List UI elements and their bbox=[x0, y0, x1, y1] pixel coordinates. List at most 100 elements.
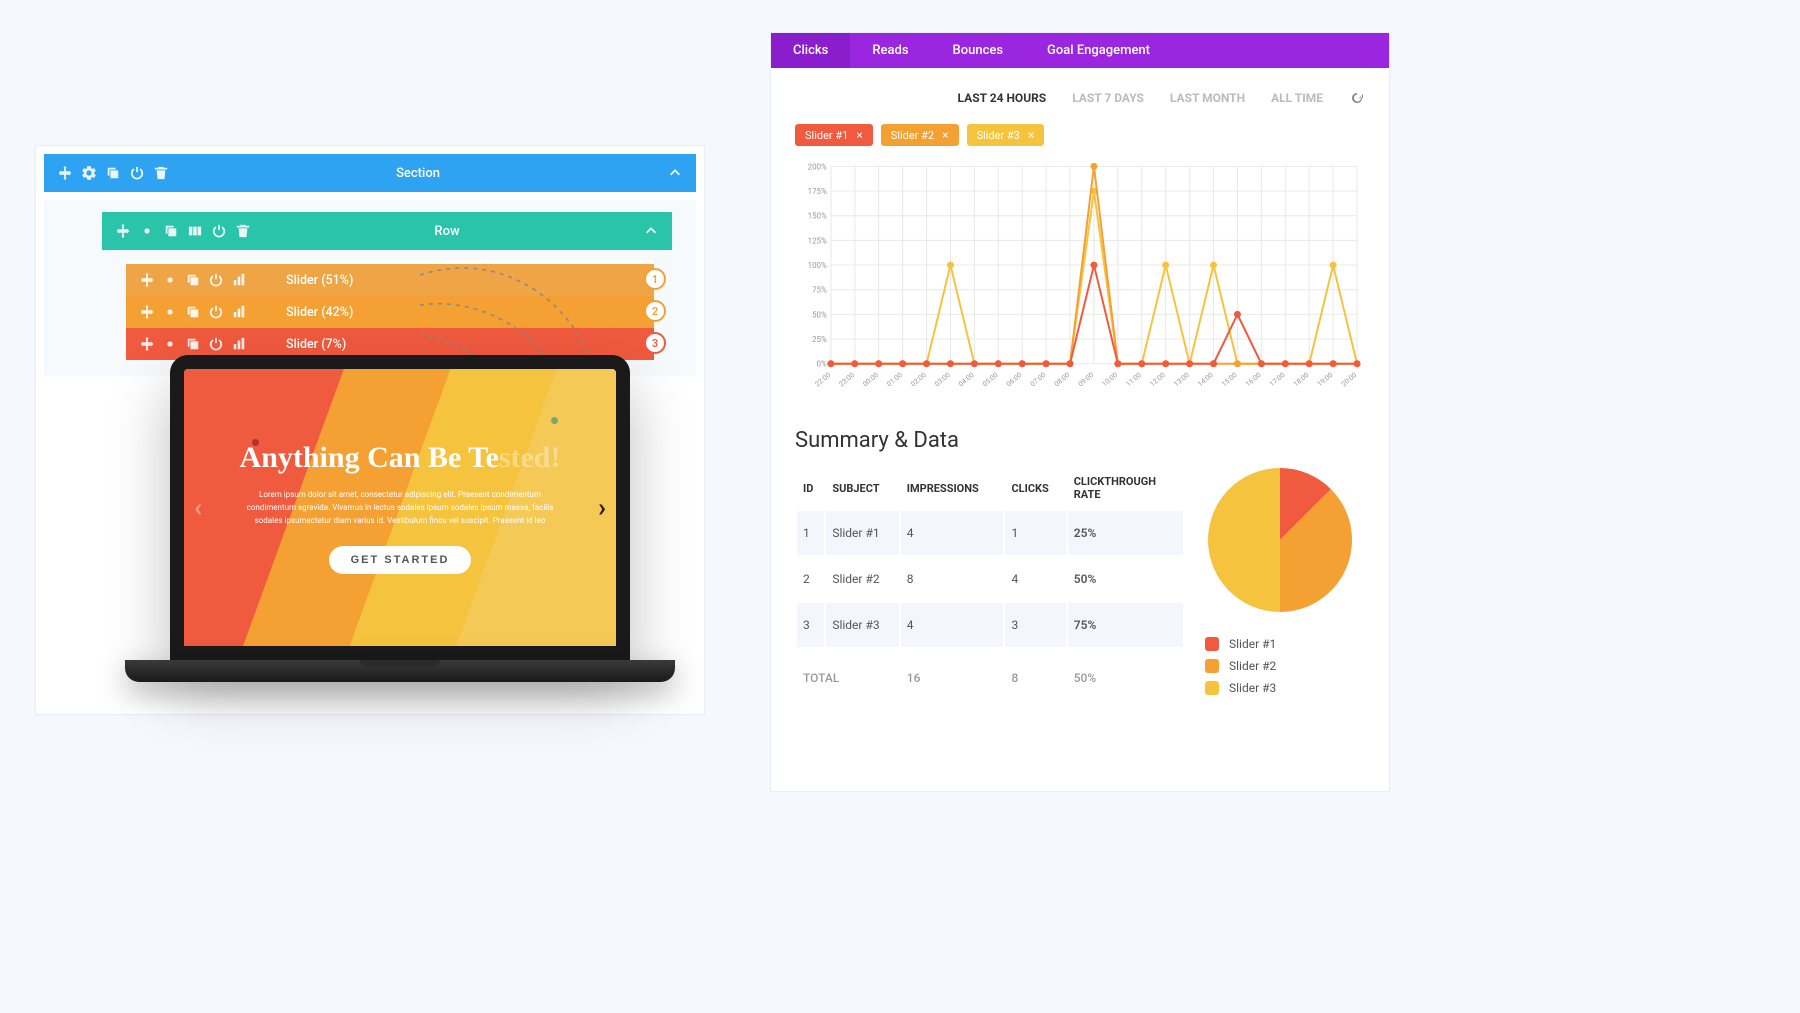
row-title: Row bbox=[250, 224, 644, 239]
chip-close-icon[interactable]: × bbox=[856, 128, 862, 142]
pie-legend: Slider #1Slider #2Slider #3 bbox=[1205, 637, 1365, 695]
svg-text:05:00: 05:00 bbox=[981, 371, 1000, 388]
svg-text:13:00: 13:00 bbox=[1172, 371, 1191, 388]
power-icon[interactable] bbox=[212, 224, 226, 238]
table-header: ID bbox=[797, 467, 824, 509]
tab-goal-engagement[interactable]: Goal Engagement bbox=[1025, 33, 1172, 68]
svg-text:15:00: 15:00 bbox=[1220, 371, 1239, 388]
time-filter[interactable]: LAST MONTH bbox=[1170, 91, 1245, 105]
line-chart: 0%25%50%75%100%125%150%175%200%22:0023:0… bbox=[795, 160, 1365, 400]
slide-prev-icon[interactable]: ‹ bbox=[194, 493, 202, 523]
trash-icon[interactable] bbox=[236, 224, 250, 238]
tab-clicks[interactable]: Clicks bbox=[771, 33, 850, 68]
svg-text:25%: 25% bbox=[812, 335, 827, 344]
chevron-up-icon[interactable] bbox=[644, 224, 658, 238]
slide-title: Anything Can Be Tested! bbox=[240, 441, 561, 475]
slider-badge: 2 bbox=[644, 300, 666, 322]
move-icon[interactable] bbox=[116, 224, 130, 238]
svg-text:17:00: 17:00 bbox=[1268, 371, 1287, 388]
svg-text:16:00: 16:00 bbox=[1244, 371, 1263, 388]
svg-text:07:00: 07:00 bbox=[1029, 371, 1048, 388]
table-header: IMPRESSIONS bbox=[901, 467, 1004, 509]
summary-title: Summary & Data bbox=[771, 404, 1389, 465]
gear-icon[interactable] bbox=[163, 273, 177, 287]
table-row: 2Slider #28450% bbox=[797, 557, 1183, 601]
move-icon[interactable] bbox=[58, 166, 72, 180]
stats-icon[interactable] bbox=[232, 337, 246, 351]
slider-label: Slider (51%) bbox=[286, 273, 353, 288]
svg-text:200%: 200% bbox=[808, 162, 827, 171]
svg-text:00:00: 00:00 bbox=[862, 371, 881, 388]
table-row: 3Slider #34375% bbox=[797, 603, 1183, 647]
filter-chip[interactable]: Slider #3× bbox=[967, 124, 1045, 146]
power-icon[interactable] bbox=[209, 273, 223, 287]
svg-text:03:00: 03:00 bbox=[933, 371, 952, 388]
time-filter[interactable]: ALL TIME bbox=[1271, 91, 1323, 105]
svg-text:18:00: 18:00 bbox=[1292, 371, 1311, 388]
analytics-tabs: ClicksReadsBouncesGoal Engagement bbox=[771, 33, 1389, 68]
duplicate-icon[interactable] bbox=[186, 305, 200, 319]
slider-bar[interactable]: Slider (42%) 2 bbox=[126, 296, 654, 328]
row-header[interactable]: Row bbox=[102, 212, 672, 250]
move-icon[interactable] bbox=[140, 337, 154, 351]
svg-text:08:00: 08:00 bbox=[1053, 371, 1072, 388]
chip-label: Slider #2 bbox=[891, 129, 934, 142]
svg-text:22:00: 22:00 bbox=[814, 371, 833, 388]
svg-text:09:00: 09:00 bbox=[1077, 371, 1096, 388]
table-header: CLICKS bbox=[1005, 467, 1065, 509]
duplicate-icon[interactable] bbox=[164, 224, 178, 238]
duplicate-icon[interactable] bbox=[106, 166, 120, 180]
chevron-up-icon[interactable] bbox=[668, 166, 682, 180]
section-header[interactable]: Section bbox=[44, 154, 696, 192]
gear-icon[interactable] bbox=[163, 305, 177, 319]
svg-text:20:00: 20:00 bbox=[1340, 371, 1359, 388]
svg-text:12:00: 12:00 bbox=[1149, 371, 1168, 388]
columns-icon[interactable] bbox=[188, 224, 202, 238]
chip-close-icon[interactable]: × bbox=[1028, 128, 1034, 142]
svg-text:23:00: 23:00 bbox=[838, 371, 857, 388]
duplicate-icon[interactable] bbox=[186, 337, 200, 351]
chart-wrap: 0%25%50%75%100%125%150%175%200%22:0023:0… bbox=[771, 160, 1389, 404]
move-icon[interactable] bbox=[140, 273, 154, 287]
refresh-icon[interactable] bbox=[1349, 90, 1365, 106]
svg-text:125%: 125% bbox=[808, 236, 827, 245]
duplicate-icon[interactable] bbox=[186, 273, 200, 287]
filter-chip[interactable]: Slider #1 × bbox=[795, 124, 873, 146]
svg-text:19:00: 19:00 bbox=[1316, 371, 1335, 388]
gear-icon[interactable] bbox=[140, 224, 154, 238]
indicator-dot bbox=[551, 417, 558, 424]
chip-label: Slider #1 bbox=[805, 129, 848, 142]
stats-icon[interactable] bbox=[232, 273, 246, 287]
slider-bar[interactable]: Slider (51%) 1 bbox=[126, 264, 654, 296]
pie-legend-item: Slider #3 bbox=[1205, 681, 1365, 695]
svg-text:150%: 150% bbox=[808, 212, 827, 221]
gear-icon[interactable] bbox=[82, 166, 96, 180]
table-header: SUBJECT bbox=[826, 467, 898, 509]
section-title: Section bbox=[168, 166, 668, 181]
tab-reads[interactable]: Reads bbox=[850, 33, 930, 68]
tab-bounces[interactable]: Bounces bbox=[931, 33, 1026, 68]
chip-close-icon[interactable]: × bbox=[942, 128, 948, 142]
slider-badge: 1 bbox=[644, 268, 666, 290]
get-started-button[interactable]: GET STARTED bbox=[329, 546, 472, 574]
stats-icon[interactable] bbox=[232, 305, 246, 319]
slider-badge: 3 bbox=[644, 332, 666, 354]
trash-icon[interactable] bbox=[154, 166, 168, 180]
svg-text:100%: 100% bbox=[808, 261, 827, 270]
power-icon[interactable] bbox=[209, 305, 223, 319]
pie-wrap: Slider #1Slider #2Slider #3 bbox=[1205, 465, 1365, 703]
svg-text:10:00: 10:00 bbox=[1101, 371, 1120, 388]
power-icon[interactable] bbox=[130, 166, 144, 180]
svg-text:01:00: 01:00 bbox=[885, 371, 904, 388]
time-filter-row: LAST 24 HOURS LAST 7 DAYS LAST MONTH ALL TI… bbox=[771, 68, 1389, 116]
indicator-dot bbox=[252, 439, 259, 446]
time-filter[interactable]: LAST 7 DAYS bbox=[1072, 91, 1144, 105]
time-filter[interactable]: LAST 24 HOURS bbox=[958, 91, 1047, 105]
pie-chart bbox=[1205, 465, 1355, 615]
filter-chip[interactable]: Slider #2 × bbox=[881, 124, 959, 146]
table-total-row: TOTAL16850% bbox=[797, 649, 1183, 701]
power-icon[interactable] bbox=[209, 337, 223, 351]
gear-icon[interactable] bbox=[163, 337, 177, 351]
slide-next-icon[interactable]: › bbox=[598, 493, 606, 523]
move-icon[interactable] bbox=[140, 305, 154, 319]
